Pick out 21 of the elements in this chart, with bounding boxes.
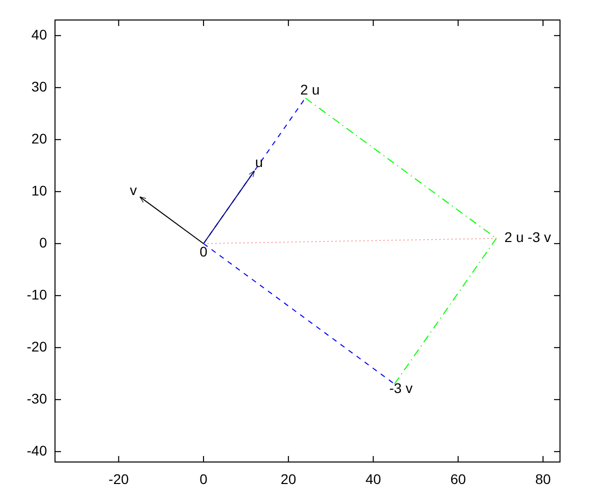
- y-tick-label: -30: [26, 390, 48, 406]
- x-tick-label: 40: [365, 471, 382, 487]
- annotation: v: [130, 182, 137, 198]
- annotation: 2 u: [300, 81, 320, 98]
- annotation: 2 u -3 v: [504, 228, 552, 245]
- annotation: 0: [200, 243, 208, 260]
- y-tick-label: 30: [31, 78, 48, 94]
- x-tick-label: 60: [450, 471, 466, 487]
- annotation: u: [255, 154, 263, 170]
- y-tick-label: 40: [31, 26, 48, 42]
- y-tick-label: -40: [26, 442, 48, 458]
- y-tick-label: 20: [31, 130, 48, 146]
- x-tick-label: 80: [535, 471, 552, 487]
- y-tick-label: -20: [26, 338, 48, 354]
- y-tick-label: -10: [26, 286, 48, 302]
- y-tick-label: 10: [31, 182, 48, 198]
- x-tick-label: 20: [280, 471, 296, 487]
- y-tick-label: 0: [39, 234, 48, 250]
- annotation: -3 v: [389, 380, 413, 396]
- x-tick-label: -20: [108, 471, 129, 487]
- x-tick-label: 0: [200, 471, 208, 487]
